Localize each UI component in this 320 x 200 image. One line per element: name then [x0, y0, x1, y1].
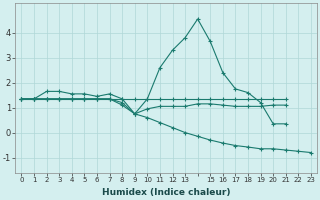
X-axis label: Humidex (Indice chaleur): Humidex (Indice chaleur) — [102, 188, 230, 197]
